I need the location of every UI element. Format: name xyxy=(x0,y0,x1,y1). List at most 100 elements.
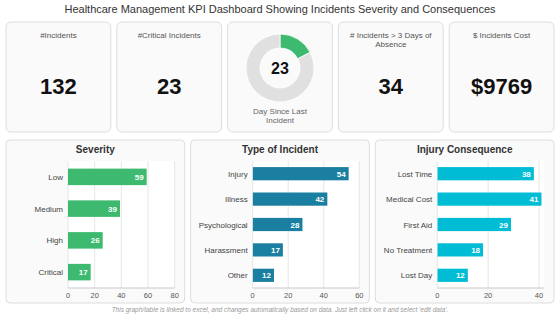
panel-background xyxy=(375,140,554,303)
kpi-card: 23 Day Since LastIncident xyxy=(228,22,333,132)
panel-background xyxy=(6,140,185,303)
bar-chart: Injury Consequence02040Lost Time38Medica… xyxy=(375,140,554,303)
bar xyxy=(68,232,103,249)
category-label: Psychological xyxy=(199,221,248,230)
data-label: 26 xyxy=(91,236,100,245)
category-label: Medical Cost xyxy=(386,195,433,204)
bars xyxy=(68,169,147,281)
plot-area xyxy=(437,161,544,288)
category-label: Lost Time xyxy=(398,170,433,179)
kpi-card: $ Incidents Cost $9769 xyxy=(449,22,554,132)
card-background xyxy=(338,22,443,132)
card-background xyxy=(117,22,222,132)
data-label: 59 xyxy=(135,173,144,182)
data-label: 42 xyxy=(315,195,324,204)
category-label: Illness xyxy=(225,195,248,204)
kpi-value: 34 xyxy=(379,74,404,99)
text-line: Day Since Last xyxy=(253,107,308,116)
bar xyxy=(253,218,303,231)
donut-slice xyxy=(246,34,314,102)
grid-line xyxy=(174,161,175,288)
data-label: 17 xyxy=(271,246,280,255)
tick-label: 20 xyxy=(284,291,292,300)
chart-title: Type of Incident xyxy=(242,144,319,155)
kpi-label: #Incidents xyxy=(40,31,76,40)
plot-area xyxy=(253,161,360,288)
tick-label: 0 xyxy=(66,291,70,300)
chart-title: Injury Consequence xyxy=(417,144,513,155)
kpi-label: #Critical Incidents xyxy=(138,31,201,40)
text-line: Incident xyxy=(266,116,295,125)
tick-label: 80 xyxy=(170,291,178,300)
bar xyxy=(253,167,349,180)
card-background xyxy=(228,22,333,132)
x-axis-line xyxy=(253,288,360,289)
bars xyxy=(437,167,541,282)
tick-label: 60 xyxy=(144,291,152,300)
tick-label: 20 xyxy=(90,291,98,300)
tick-label: 0 xyxy=(435,291,439,300)
labels: Injury54Illness42Psychological28Harassme… xyxy=(199,170,346,281)
kpi-value: $9769 xyxy=(471,74,532,99)
bar-chart: Severity 0 20 40 60 80 Low 59 Medium 39 High 26 Crit… xyxy=(6,140,185,303)
tick-label: 40 xyxy=(117,291,125,300)
card-background xyxy=(6,22,111,132)
text-line: #Incidents xyxy=(40,31,76,40)
grid-line xyxy=(538,161,539,288)
category-label: Harassment xyxy=(205,246,249,255)
data-label: 12 xyxy=(262,271,271,280)
category-label: Medium xyxy=(35,205,64,214)
grid-line xyxy=(359,161,360,288)
category-label: Low xyxy=(48,173,63,182)
bar xyxy=(437,269,467,282)
text-line: #Critical Incidents xyxy=(138,31,201,40)
kpi-value: 23 xyxy=(271,60,289,77)
bar xyxy=(437,243,483,256)
kpi-value: 23 xyxy=(157,74,181,99)
grid-line xyxy=(148,161,149,288)
background xyxy=(0,0,560,315)
plot-area xyxy=(68,161,175,288)
bar xyxy=(437,218,511,231)
bar xyxy=(253,243,283,256)
category-label: First Aid xyxy=(403,221,432,230)
footer: This graph/table is linked to excel, and… xyxy=(112,306,449,314)
bar xyxy=(68,200,120,217)
card-background xyxy=(449,22,554,132)
text-line: # Incidents > 3 Days of xyxy=(350,31,432,40)
donut-label: Day Since LastIncident xyxy=(253,107,308,125)
bar xyxy=(437,167,534,180)
labels: Low 59 Medium 39 High 26 Critical 17 xyxy=(35,173,145,277)
category-label: No Treatment xyxy=(384,246,433,255)
kpi-value: 132 xyxy=(40,74,77,99)
bar xyxy=(253,192,328,205)
kpi-card: #Critical Incidents 23 xyxy=(117,22,222,132)
bar-chart: Type of Incident0204060Injury54Illness42… xyxy=(191,140,370,303)
data-label: 38 xyxy=(522,170,531,179)
kpi-label: $ Incidents Cost xyxy=(473,31,531,40)
tick-label: 40 xyxy=(535,291,543,300)
chart-svg: Healthcare Management KPI Dashboard Show… xyxy=(0,0,560,315)
chart-title: Severity xyxy=(76,144,115,155)
category-label: Other xyxy=(228,271,248,280)
data-label: 39 xyxy=(108,205,117,214)
x-axis-line xyxy=(437,288,544,289)
category-label: Critical xyxy=(39,268,64,277)
data-label: 17 xyxy=(79,268,88,277)
panel-background xyxy=(191,140,370,303)
dashboard: Healthcare Management KPI Dashboard Show… xyxy=(0,0,560,315)
category-label: High xyxy=(47,236,63,245)
tick-label: 40 xyxy=(320,291,328,300)
kpi-card: # Incidents > 3 Days ofAbsence 34 xyxy=(338,22,443,132)
text-line: $ Incidents Cost xyxy=(473,31,531,40)
text-line: Absence xyxy=(375,40,407,49)
bar xyxy=(68,264,91,281)
data-label: 29 xyxy=(499,221,508,230)
title: Healthcare Management KPI Dashboard Show… xyxy=(64,3,496,15)
bar xyxy=(253,269,274,282)
bar xyxy=(437,192,541,205)
kpi-label: # Incidents > 3 Days ofAbsence xyxy=(350,31,432,49)
x-axis-line xyxy=(68,288,175,289)
kpi-card: #Incidents 132 xyxy=(6,22,111,132)
data-label: 41 xyxy=(530,195,539,204)
